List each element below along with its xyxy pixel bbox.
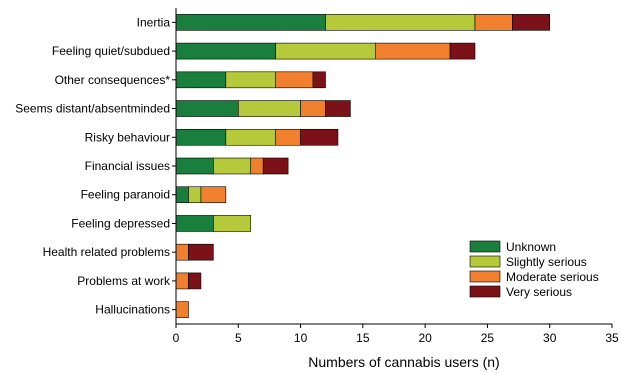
- legend-swatch: [469, 285, 501, 298]
- x-tick-label: 5: [235, 331, 242, 345]
- bar-segment: [474, 14, 513, 31]
- category-label: Other consequences*: [55, 73, 171, 87]
- legend-label: Moderate serious: [506, 270, 599, 284]
- bar-segment: [175, 243, 189, 261]
- x-tick-label: 30: [543, 331, 557, 345]
- category-label: Feeling quiet/subdued: [52, 44, 170, 58]
- bar-segment: [275, 42, 376, 60]
- bar-segment: [325, 14, 476, 31]
- category-label: Feeling depressed: [71, 216, 170, 230]
- bar-segment: [175, 272, 189, 290]
- x-tick-label: 15: [356, 331, 370, 345]
- axes: [172, 8, 613, 328]
- bar-segment: [250, 157, 264, 175]
- bar-segment: [312, 71, 326, 89]
- bar-segment: [225, 128, 276, 146]
- legend-swatch: [469, 270, 501, 283]
- bar-segment: [175, 301, 189, 318]
- category-label: Hallucinations: [95, 303, 170, 317]
- bar-segment: [200, 186, 227, 204]
- bar-segment: [512, 14, 551, 31]
- x-tick-labels: 0 5 10 15 20 25 30 35: [173, 331, 619, 345]
- bar-segment: [225, 71, 276, 89]
- category-labels: Inertia Feeling quiet/subdued Other conseq…: [15, 15, 171, 316]
- bar-segment: [175, 215, 214, 232]
- bar-segment: [188, 186, 202, 204]
- x-tick-label: 10: [294, 331, 308, 345]
- bar-segment: [175, 14, 326, 31]
- legend-swatch: [469, 255, 501, 268]
- category-label: Financial issues: [85, 159, 170, 173]
- category-label: Risky behaviour: [85, 130, 170, 144]
- bar-segment: [213, 157, 252, 175]
- legend-swatch: [469, 240, 501, 253]
- bar-segment: [275, 71, 314, 89]
- bar-segment: [449, 42, 476, 60]
- bars-layer: [175, 14, 551, 318]
- bar-segment: [300, 128, 339, 146]
- bar-segment: [213, 215, 252, 232]
- category-label: Feeling paranoid: [81, 188, 170, 202]
- x-axis-title: Numbers of cannabis users (n): [308, 354, 499, 370]
- category-label: Health related problems: [43, 245, 170, 259]
- bar-segment: [188, 272, 202, 290]
- x-tick-label: 0: [173, 331, 180, 345]
- bar-segment: [175, 128, 227, 146]
- bar-segment: [175, 100, 239, 117]
- bar-segment: [237, 100, 301, 117]
- bar-segment: [275, 128, 301, 146]
- category-label: Inertia: [137, 15, 171, 29]
- bar-segment: [188, 243, 214, 261]
- bar-segment: [175, 157, 214, 175]
- x-tick-label: 25: [481, 331, 495, 345]
- bar-segment: [375, 42, 451, 60]
- category-label: Seems distant/absentminded: [15, 102, 170, 116]
- bar-segment: [175, 71, 227, 89]
- category-label: Problems at work: [77, 274, 171, 288]
- bar-segment: [175, 186, 189, 204]
- legend-label: Unknown: [506, 240, 556, 254]
- bar-segment: [262, 157, 289, 175]
- bar-segment: [325, 100, 351, 117]
- bar-segment: [175, 42, 276, 60]
- x-tick-label: 20: [418, 331, 432, 345]
- bar-segment: [300, 100, 326, 117]
- legend-label: Very serious: [506, 285, 572, 299]
- x-tick-label: 35: [605, 331, 619, 345]
- legend-label: Slightly serious: [506, 255, 587, 269]
